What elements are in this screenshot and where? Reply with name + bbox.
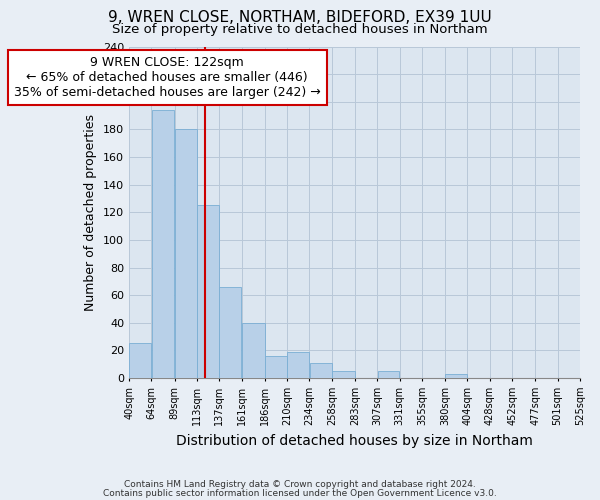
Bar (220, 287, 241, 378)
Bar (175, 130, 197, 378)
Bar (287, 352, 309, 378)
Text: Size of property relative to detached houses in Northam: Size of property relative to detached ho… (112, 22, 488, 36)
Bar (310, 363, 332, 378)
X-axis label: Distribution of detached houses by size in Northam: Distribution of detached houses by size … (176, 434, 533, 448)
Bar (445, 374, 467, 378)
Text: Contains HM Land Registry data © Crown copyright and database right 2024.: Contains HM Land Registry data © Crown c… (124, 480, 476, 489)
Bar (152, 110, 175, 378)
Text: Contains public sector information licensed under the Open Government Licence v3: Contains public sector information licen… (103, 488, 497, 498)
Bar (129, 344, 151, 378)
Bar (265, 356, 287, 378)
Text: 9 WREN CLOSE: 122sqm
← 65% of detached houses are smaller (446)
35% of semi-deta: 9 WREN CLOSE: 122sqm ← 65% of detached h… (14, 56, 320, 99)
Bar (377, 371, 400, 378)
Bar (197, 206, 219, 378)
Text: 9, WREN CLOSE, NORTHAM, BIDEFORD, EX39 1UU: 9, WREN CLOSE, NORTHAM, BIDEFORD, EX39 1… (108, 10, 492, 25)
Y-axis label: Number of detached properties: Number of detached properties (85, 114, 97, 311)
Bar (332, 371, 355, 378)
Bar (242, 323, 265, 378)
